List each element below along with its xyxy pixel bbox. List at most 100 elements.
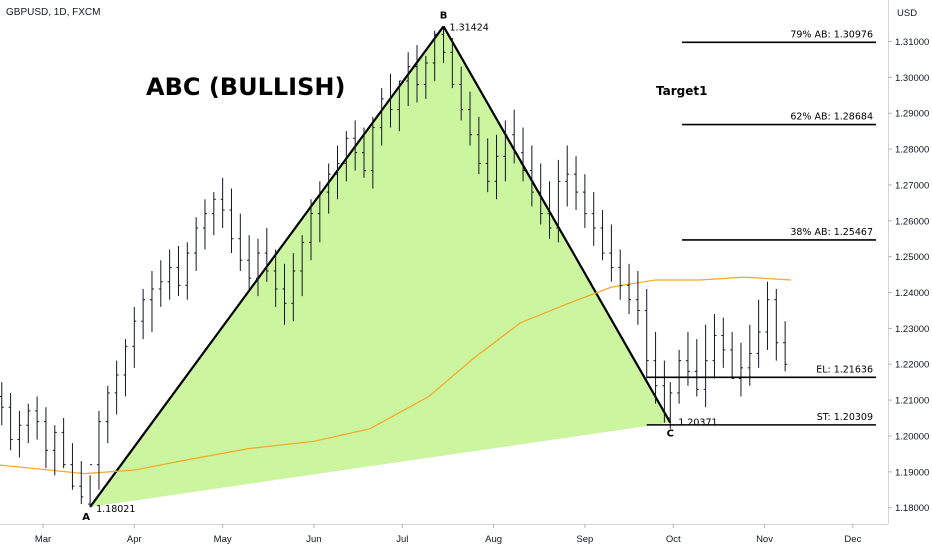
ohlc-bar [308,199,313,261]
ohlc-bar [662,360,667,423]
ohlc-bar [668,382,673,429]
ohlc-bar [0,382,4,426]
price-tick-label: 1.22000 [895,360,929,371]
ohlc-bar [353,120,358,171]
ohlc-bar [547,181,552,239]
price-tick-label: 1.19000 [895,467,929,478]
ohlc-bar [423,55,428,99]
time-tick-label: Apr [127,534,142,545]
ohlc-bar [52,425,57,476]
ohlc-bar [397,80,402,132]
level-label: 79% AB: 1.30976 [790,29,873,40]
ohlc-bar [738,342,743,397]
point-c-value: 1.20371 [678,418,717,429]
ohlc-bar [712,314,717,379]
time-axis[interactable]: Mar Apr May Jun Jul Aug Sep Oct Nov Dec [35,524,862,545]
ohlc-bar [264,227,269,282]
ohlc-bar [476,116,481,175]
ohlc-bar [362,127,367,178]
ohlc-bar [220,177,225,228]
price-tick-label: 1.29000 [895,109,929,120]
price-tick-label: 1.24000 [895,288,929,299]
ohlc-bar [703,324,708,408]
ohlc-bar [556,159,561,243]
time-tick-label: Dec [844,534,861,545]
ohlc-bar [176,245,181,297]
ohlc-bar [406,52,411,107]
ohlc-bar [415,45,420,103]
ohlc-bar [653,331,658,404]
ohlc-bar [494,134,499,200]
price-tick-label: 1.30000 [895,73,929,84]
price-tick-label: 1.21000 [895,396,929,407]
ohlc-bar [635,271,640,325]
ohlc-bar [238,213,243,272]
ohlc-bar [538,163,543,225]
ohlc-bar [282,263,287,325]
time-tick-label: May [214,534,232,545]
ohlc-bar [211,192,216,236]
currency-label: USD [897,8,917,19]
ohlc-bar [202,199,207,250]
ohlc-bar [105,385,110,444]
ohlc-bar [468,91,473,146]
ohlc-bar [591,192,596,246]
ohlc-bar [574,156,579,211]
ohlc-bar [783,321,788,372]
ohlc-bar [388,73,393,128]
ohlc-bar [326,163,331,214]
ohlc-bar [88,464,93,507]
ohlc-bar [747,324,752,386]
price-tick-label: 1.27000 [895,180,929,191]
time-tick-label: Sep [576,534,593,545]
ohlc-bar [229,188,234,254]
ohlc-bar [114,360,119,415]
ohlc-bar [43,407,48,469]
moving-average-line [0,276,792,475]
ohlc-bar [273,249,278,307]
ohlc-bar [485,138,490,193]
abc-triangle [90,26,671,507]
point-b-label: B [440,10,448,21]
ohlc-bar [79,461,84,505]
ohlc-bar [26,403,31,444]
level-label: ST: 1.20309 [817,412,873,423]
ohlc-bar [459,66,464,121]
ohlc-bar [317,181,322,243]
ohlc-bar [300,235,305,297]
ohlc-bar [765,281,770,350]
time-tick-label: Jun [306,534,321,545]
ohlc-bar [441,26,446,64]
ohlc-bar [432,30,437,81]
ohlc-bar [70,443,75,490]
ohlc-bar [35,396,40,440]
ohlc-bar [185,242,190,300]
ohlc-bar [379,88,384,146]
ohlc-bar [721,317,726,368]
fib-levels: 79% AB: 1.30976 62% AB: 1.28684 38% AB: 1.… [646,29,876,426]
ohlc-bar [167,249,172,300]
ohlc-bar [600,210,605,261]
level-label: EL: 1.21636 [816,364,873,375]
ohlc-bar [344,131,349,182]
ohlc-bar [609,224,614,282]
ohlc-bar [521,127,526,182]
time-tick-label: Mar [35,534,51,545]
price-axis[interactable]: 1.31000 1.30000 1.29000 1.28000 1.27000 1.260… [888,37,929,514]
ohlc-bar [756,299,761,368]
ohlc-bar [291,253,296,322]
price-tick-label: 1.23000 [895,324,929,335]
price-tick-label: 1.18000 [895,503,929,514]
ohlc-bar [503,120,508,182]
ohlc-bar [644,288,649,379]
ohlc-bar [335,145,340,200]
time-tick-label: Oct [666,534,681,545]
level-label: 62% AB: 1.28684 [790,112,873,123]
price-tick-label: 1.26000 [895,216,929,227]
ohlc-bar [529,145,534,207]
ohlc-bar [61,418,66,469]
ohlc-bar [96,410,101,490]
ohlc-bar [132,306,137,368]
target-label: Target1 [656,84,707,98]
